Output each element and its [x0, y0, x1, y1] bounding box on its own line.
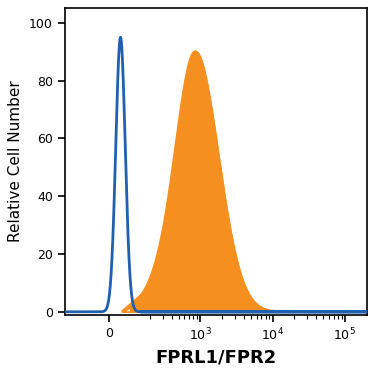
Y-axis label: Relative Cell Number: Relative Cell Number: [8, 81, 23, 242]
X-axis label: FPRL1/FPR2: FPRL1/FPR2: [155, 349, 276, 367]
